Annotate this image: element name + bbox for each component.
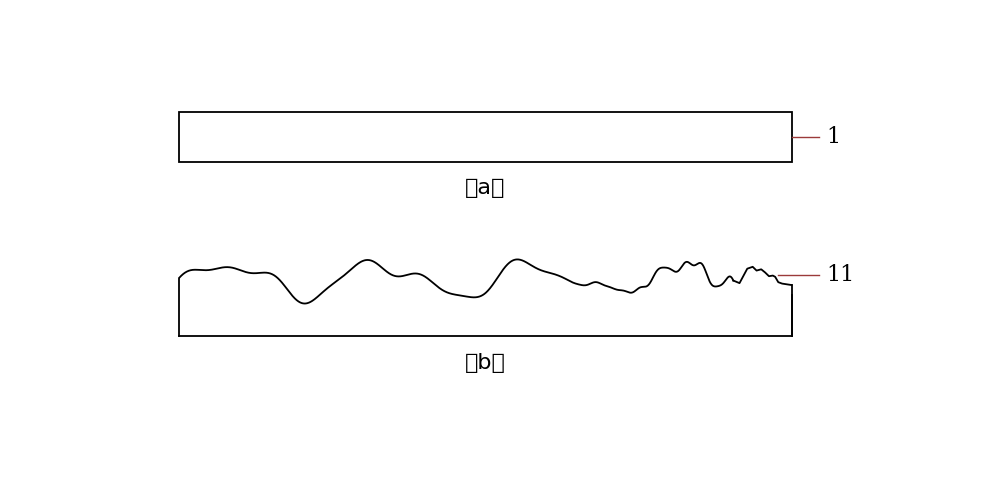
Text: （a）: （a） bbox=[465, 178, 506, 198]
Text: 11: 11 bbox=[826, 264, 855, 285]
Text: （b）: （b） bbox=[465, 353, 506, 373]
Text: 1: 1 bbox=[826, 126, 840, 148]
Bar bbox=[179, 112, 792, 162]
